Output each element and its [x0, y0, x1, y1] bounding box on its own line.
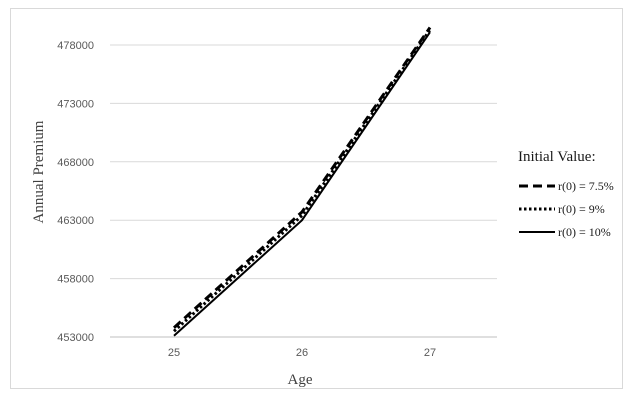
y-tick-label: 478000	[57, 40, 94, 52]
series-line	[172, 26, 432, 329]
y-tick-label: 473000	[57, 98, 94, 110]
y-tick-label: 468000	[57, 157, 94, 169]
legend: Initial Value: r(0) = 7.5%r(0) = 9%r(0) …	[518, 149, 614, 239]
y-axis-title: Annual Premium	[31, 120, 47, 223]
legend-items: r(0) = 7.5% r(0) = 9% r(0) = 10%	[519, 179, 614, 239]
x-tick-labels: 25 26 27	[168, 347, 436, 359]
x-axis-title: Age	[288, 372, 313, 388]
y-tick-label: 453000	[57, 332, 94, 344]
y-tick-labels: 453000 458000 463000 468000 473000 478000	[57, 40, 94, 344]
gridlines	[110, 44, 497, 280]
x-tick-label: 25	[168, 347, 180, 359]
x-tick-label: 26	[296, 347, 308, 359]
series-line	[173, 31, 431, 337]
series-line	[172, 28, 432, 333]
legend-label: r(0) = 9%	[558, 202, 605, 216]
legend-label: r(0) = 7.5%	[558, 179, 614, 193]
x-tick-label: 27	[424, 347, 436, 359]
y-tick-label: 463000	[57, 215, 94, 227]
y-tick-label: 458000	[57, 274, 94, 286]
series-lines	[172, 26, 432, 337]
legend-label: r(0) = 10%	[558, 225, 611, 239]
legend-title: Initial Value:	[518, 149, 596, 165]
